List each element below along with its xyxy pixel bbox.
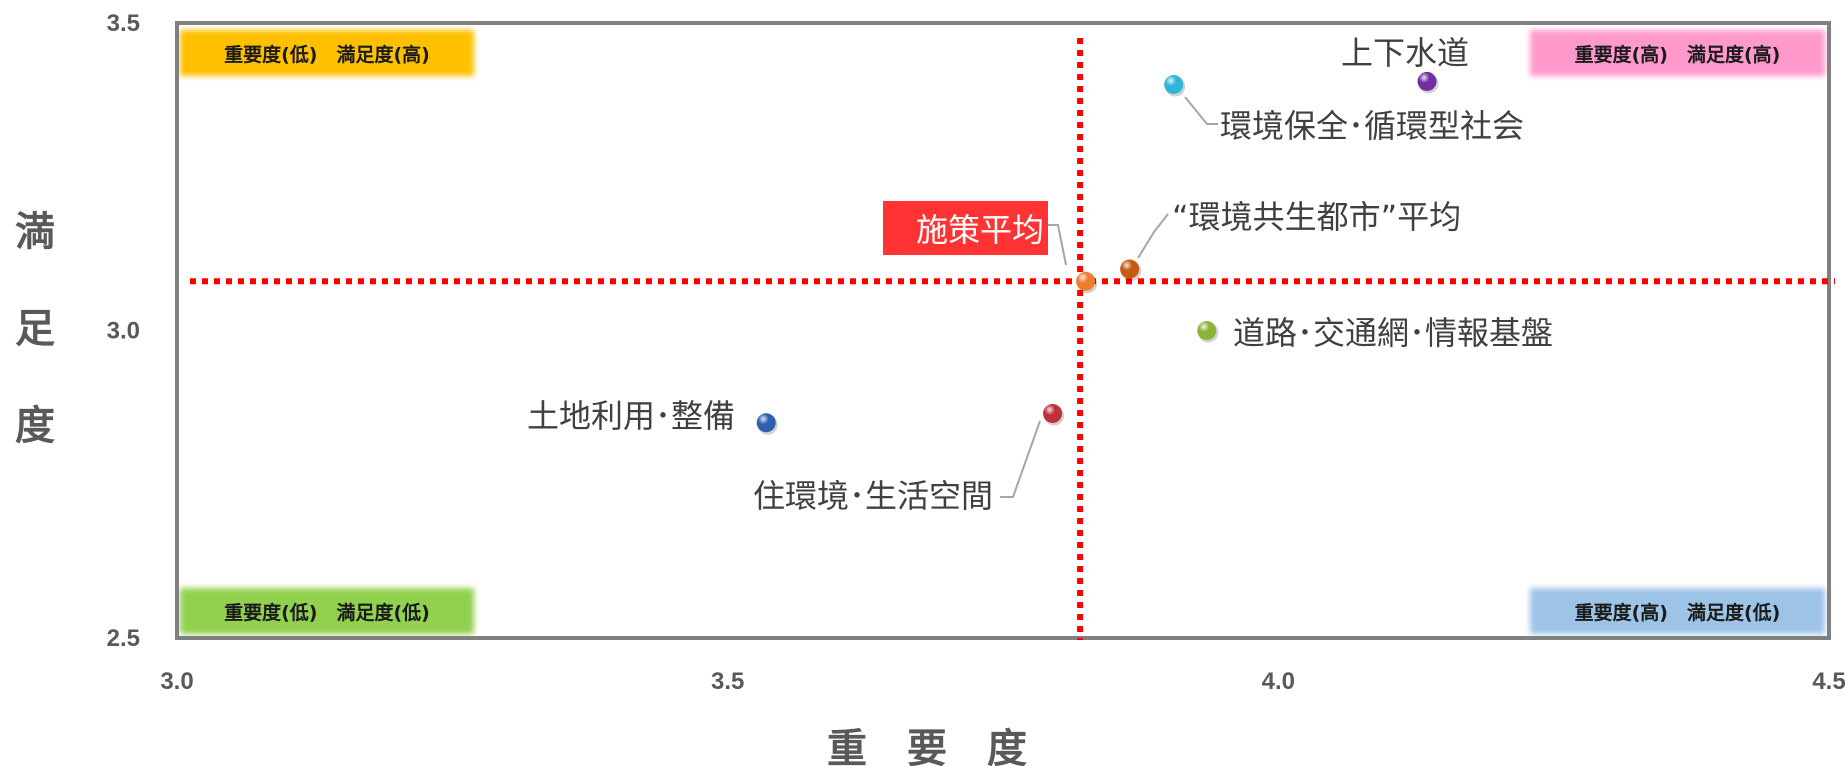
data-point-highlight (1076, 271, 1096, 291)
quadrant-label-box-top-right (1530, 30, 1825, 76)
data-point (1043, 404, 1065, 426)
data-point-highlight (1043, 404, 1063, 424)
data-point (756, 413, 778, 435)
quadrant-label-bottom-right: 重要度(高) 満足度(低) (1575, 601, 1781, 624)
leader-line (1184, 96, 1218, 125)
quadrant-label-bottom-left: 重要度(低) 満足度(低) (224, 601, 430, 624)
data-point (1197, 321, 1219, 343)
leader-line (1000, 420, 1041, 498)
data-point (1076, 271, 1098, 294)
y-tick-label: 3.0 (107, 318, 140, 345)
y-axis-title-char: 度 (15, 403, 55, 449)
data-point-label: 道路･交通網･情報基盤 (1233, 314, 1553, 352)
y-tick-label: 3.5 (107, 10, 140, 37)
data-point-highlight (1417, 71, 1437, 91)
data-point (1120, 259, 1142, 281)
x-tick-label: 3.0 (160, 668, 193, 695)
data-point-highlight (1164, 75, 1184, 94)
data-point-label: 施策平均 (916, 211, 1044, 249)
y-axis-title: 満足度 (15, 209, 55, 449)
data-point-label: 土地利用･整備 (527, 397, 735, 435)
data-point (1417, 71, 1439, 94)
data-point-label: 住環境･生活空間 (753, 477, 993, 515)
x-axis-title: 重 要 度 (827, 726, 1027, 766)
data-point (1164, 75, 1186, 97)
data-point-highlight (1197, 321, 1217, 340)
x-tick-label: 4.5 (1812, 668, 1845, 695)
quadrant-label-top-right: 重要度(高) 満足度(高) (1575, 43, 1781, 66)
quadrant-label-top-left: 重要度(低) 満足度(高) (224, 43, 430, 66)
plot-area (175, 21, 1831, 640)
y-tick-label: 2.5 (107, 625, 140, 652)
y-axis-title-char: 満 (15, 209, 55, 255)
data-point-label: 上下水道 (1341, 34, 1469, 72)
x-tick-label: 3.5 (711, 668, 744, 695)
leader-line (1137, 213, 1169, 259)
data-point-label: “環境共生都市”平均 (1172, 198, 1461, 236)
quadrant-label-box-bottom-left (180, 588, 474, 634)
quadrant-label-box-top-left (180, 30, 474, 76)
average-label-box (883, 201, 1048, 255)
data-point-highlight (1120, 259, 1140, 279)
quadrant-label-box-bottom-right (1530, 588, 1825, 634)
data-point-label: 環境保全･循環型社会 (1220, 107, 1524, 145)
x-tick-label: 4.0 (1262, 668, 1295, 695)
y-axis-title-char: 足 (15, 306, 55, 352)
data-point-highlight (756, 413, 776, 433)
